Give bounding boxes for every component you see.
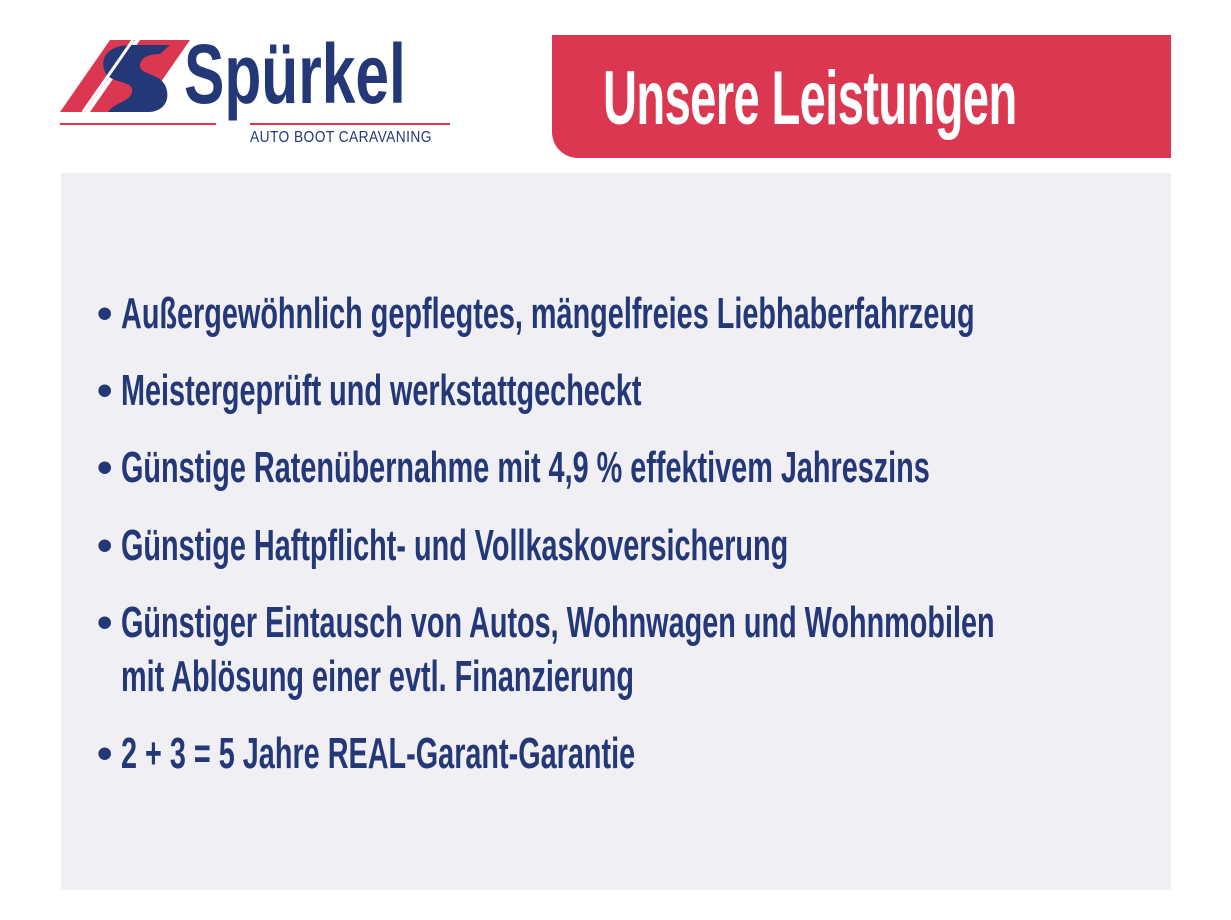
list-item-text: Meistergeprüft und werkstattgecheckt [121,366,642,415]
logo-tagline: AUTO BOOT CARAVANING [250,129,432,146]
list-item-text-continued: mit Ablösung einer evtl. Finanzierung [121,652,634,701]
page-title: Unsere Leistungen [603,56,1017,141]
list-item-text: Günstige Haftpflicht- und Vollkaskoversi… [121,521,789,570]
bullet: • [97,521,113,570]
list-item-text: 2 + 3 = 5 Jahre REAL-Garant-Garantie [121,729,636,778]
bullet: • [97,729,113,778]
bullet: • [97,289,113,338]
logo-brand: Spürkel [184,27,406,121]
list-item-text: Günstiger Eintausch von Autos, Wohnwagen… [121,598,995,647]
bullet: • [97,598,113,647]
bullet: • [97,443,113,492]
spuerkel-logo: Spürkel AUTO BOOT CARAVANING [60,32,452,150]
header-banner: Unsere Leistungen [552,35,1171,158]
list-item-text: Außergewöhnlich gepflegtes, mängelfreies… [121,289,975,338]
services-panel: • Außergewöhnlich gepflegtes, mängelfrei… [61,173,1171,890]
bullet: • [97,366,113,415]
list-item-text: Günstige Ratenübernahme mit 4,9 % effekt… [121,443,930,492]
